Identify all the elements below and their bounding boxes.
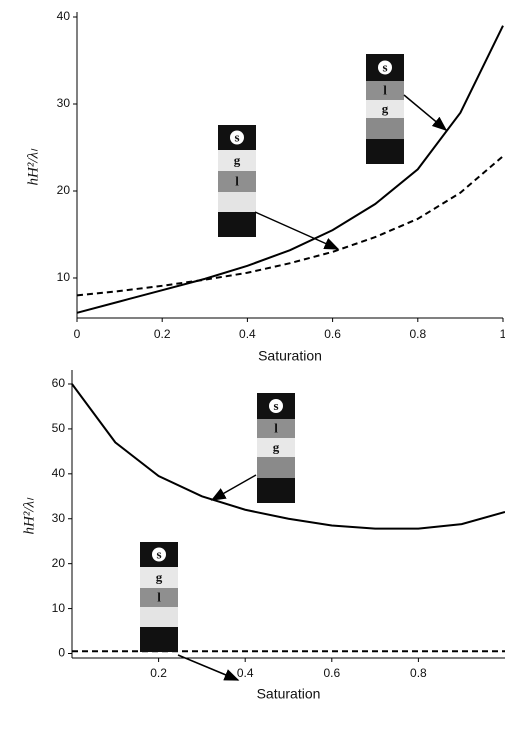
x-tick-label: 0.8: [409, 327, 426, 341]
layer-label: g: [156, 569, 163, 584]
layer-block: [257, 478, 295, 503]
x-tick-label: 0.6: [323, 666, 340, 680]
layer-block: [218, 150, 256, 171]
y-tick-label: 20: [57, 183, 71, 197]
y-tick-label: 30: [57, 96, 71, 110]
line-series: [71, 383, 505, 530]
layer-block: [140, 607, 178, 627]
y-tick-label: 50: [52, 421, 66, 435]
x-tick-label: 0.4: [239, 327, 256, 341]
layer-label: g: [234, 152, 241, 167]
layer-block: [218, 212, 256, 237]
layer-circle: [378, 60, 392, 75]
x-tick-label: 1: [500, 327, 505, 341]
layer-block: [366, 118, 404, 139]
y-tick-label: 40: [52, 466, 66, 480]
x-tick-label: 0.2: [150, 666, 167, 680]
y-tick-label: 0: [58, 646, 65, 660]
layer-label: l: [235, 173, 239, 188]
layer-label: l: [157, 589, 161, 604]
y-tick-label: 10: [57, 270, 71, 284]
layer-block: [140, 627, 178, 652]
arrow: [254, 211, 340, 250]
layer-label: s: [382, 59, 387, 74]
y-tick-label: 40: [57, 9, 71, 23]
layer-block: [366, 139, 404, 164]
layer-block: [218, 192, 256, 212]
arrow: [210, 474, 257, 501]
layer-block: [257, 438, 295, 457]
x-axis-label: Saturation: [258, 348, 322, 364]
layer-block: [257, 457, 295, 478]
layer-label: l: [383, 82, 387, 97]
y-tick-label: 10: [52, 601, 66, 615]
x-tick-label: 0.4: [237, 666, 254, 680]
layer-block: [218, 171, 256, 192]
line-series: [76, 25, 504, 314]
arrow: [177, 654, 240, 681]
y-axis-label: hH²/λₗ: [25, 148, 41, 185]
layer-circle: [230, 130, 244, 145]
layer-label: l: [274, 420, 278, 435]
layer-circle: [269, 399, 283, 413]
x-tick-label: 0: [74, 327, 81, 341]
x-tick-label: 0.8: [410, 666, 427, 680]
x-axis-label: Saturation: [257, 686, 321, 702]
arrow: [403, 94, 448, 131]
layer-label: g: [273, 439, 280, 454]
y-tick-label: 30: [52, 511, 66, 525]
x-tick-label: 0.2: [154, 327, 171, 341]
layer-label: s: [156, 546, 161, 561]
y-tick-label: 20: [52, 556, 66, 570]
layer-label: g: [382, 101, 389, 116]
layer-block: [140, 567, 178, 588]
layer-block: [140, 588, 178, 607]
y-tick-label: 60: [52, 376, 66, 390]
y-axis-label: hH²/λₗ: [21, 497, 37, 534]
layer-label: s: [273, 398, 278, 413]
layer-label: s: [234, 129, 239, 144]
x-tick-label: 0.6: [324, 327, 341, 341]
line-series: [76, 155, 504, 297]
layer-block: [366, 81, 404, 100]
layer-circle: [152, 547, 166, 562]
layer-block: [257, 419, 295, 438]
layer-block: [366, 100, 404, 118]
